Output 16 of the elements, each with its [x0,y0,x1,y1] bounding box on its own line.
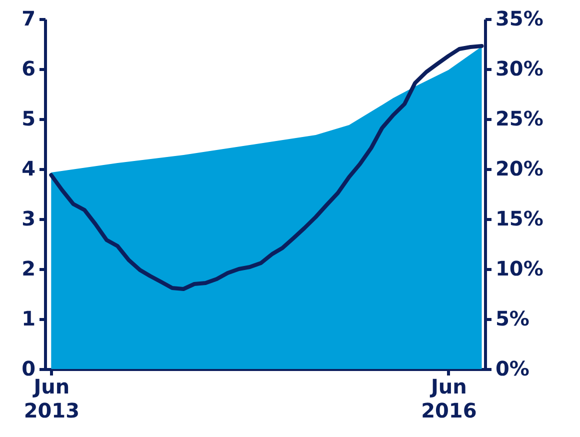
y-tick-label: 1 [22,306,36,330]
y2-tick-label: 10% [496,256,544,280]
y2-tick-label: 20% [496,156,544,180]
y2-tick-label: 25% [496,106,544,130]
y2-tick-label: 0% [496,356,530,380]
y2-tick-label: 5% [496,306,530,330]
y2-tick-label: 15% [496,206,544,230]
y2-tick-label: 30% [496,56,544,80]
y-tick-label: 5 [22,106,36,130]
y-tick-label: 3 [22,206,36,230]
y-tick-label: 6 [22,56,36,80]
x-tick-label: Jun 2016 [421,374,477,422]
y2-tick-label: 35% [496,6,544,30]
y-tick-label: 4 [22,156,36,180]
y-tick-label: 7 [22,6,36,30]
y-tick-label: 2 [22,256,36,280]
